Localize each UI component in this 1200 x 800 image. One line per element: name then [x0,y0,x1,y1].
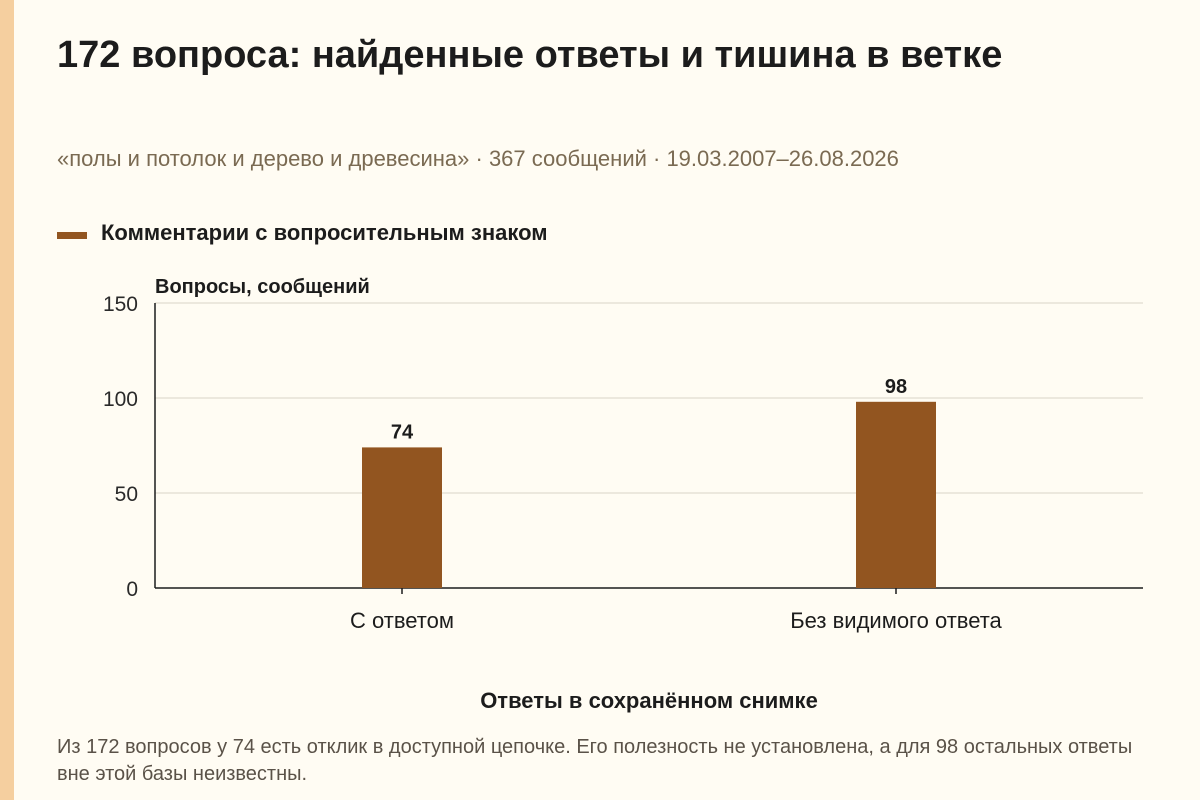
x-tick-label: С ответом [350,608,454,633]
bar [856,401,936,588]
legend: Комментарии с вопросительным знаком [57,218,548,248]
bar [362,447,442,588]
y-tick-label: 50 [115,483,138,506]
chart-subtitle: «полы и потолок и дерево и древесина» · … [57,146,899,171]
legend-swatch [57,231,87,239]
footnote: Из 172 вопросов у 74 есть отклик в досту… [57,736,1133,785]
y-axis-title: Вопросы, сообщений [155,276,370,298]
y-tick-label: 0 [126,578,138,601]
bar-value-label: 98 [885,376,907,398]
accent-stripe [0,0,14,800]
bar-value-label: 74 [391,421,414,443]
y-tick-label: 100 [103,388,138,411]
y-tick-label: 150 [103,293,138,316]
x-tick-label: Без видимого ответа [790,608,1002,633]
x-axis-title: Ответы в сохранённом снимке [480,688,818,713]
bar-chart: Вопросы, сообщений Ответы в сохранённом … [103,276,1143,713]
legend-label: Комментарии с вопросительным знаком [101,220,548,245]
chart-title: 172 вопроса: найденные ответы и тишина в… [57,34,1003,76]
